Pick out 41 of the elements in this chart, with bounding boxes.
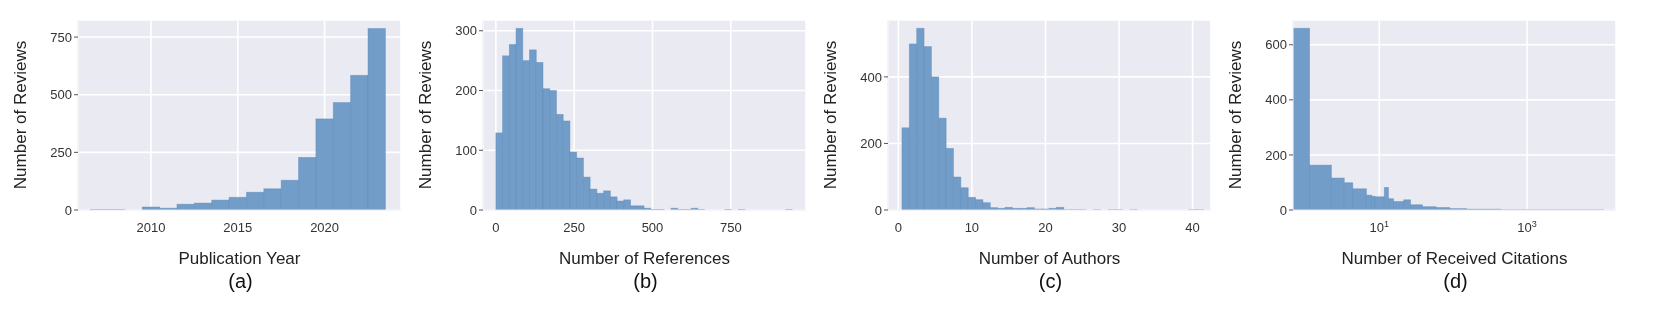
y-tick-label: 200 [860, 136, 882, 152]
x-axis-title: Number of References [558, 249, 731, 268]
text: (a) [227, 270, 254, 293]
y-axis-title: Number of Reviews [1226, 40, 1246, 190]
x-tick-label: 0 [492, 220, 500, 235]
x-axis-title: Publication Year [178, 249, 301, 268]
x-tick-label: 250 [563, 220, 586, 235]
y-tick-label: 500 [50, 87, 72, 103]
text: (c) [1037, 270, 1064, 293]
y-axis-title: Number of Reviews [416, 40, 436, 190]
x-tick-label: 20 [1038, 220, 1053, 235]
y-tick-label: 0 [64, 202, 72, 218]
x-tick-label: 750 [719, 220, 742, 235]
y-tick-label: 0 [469, 202, 477, 218]
x-axis-title: Number of Received Citations [1341, 249, 1568, 268]
y-tick-label: 0 [874, 202, 882, 218]
y-tick-label: 250 [50, 144, 72, 160]
x-tick-label: 10$^{3}$ [1517, 219, 1537, 235]
x-tick-label: 30 [1111, 220, 1127, 235]
y-axis-title: Number of Reviews [821, 40, 841, 190]
y-tick-label: 300 [455, 23, 477, 39]
x-tick-label: 2020 [310, 220, 340, 235]
y-tick-label: 600 [1265, 37, 1287, 53]
y-tick-label: 400 [860, 69, 882, 85]
y-tick-label: 750 [50, 29, 72, 45]
x-tick-label: 40 [1185, 220, 1200, 235]
y-tick-label: 400 [1265, 92, 1287, 108]
text: (d) [1442, 270, 1469, 293]
text: (b) [632, 270, 659, 293]
x-tick-label: 10$^{1}$ [1369, 219, 1390, 235]
y-tick-label: 200 [455, 83, 477, 99]
y-tick-label: 200 [1265, 147, 1287, 163]
x-axis-title: Number of Authors [978, 249, 1121, 268]
x-tick-label: 10 [964, 220, 980, 235]
y-axis-title: Number of Reviews [11, 40, 31, 190]
x-tick-label: 2015 [223, 220, 253, 235]
x-tick-label: 500 [641, 220, 664, 235]
x-tick-label: 2010 [136, 220, 166, 235]
y-tick-label: 0 [1279, 202, 1287, 218]
y-tick-label: 100 [455, 142, 477, 158]
x-tick-label: 0 [894, 220, 902, 235]
